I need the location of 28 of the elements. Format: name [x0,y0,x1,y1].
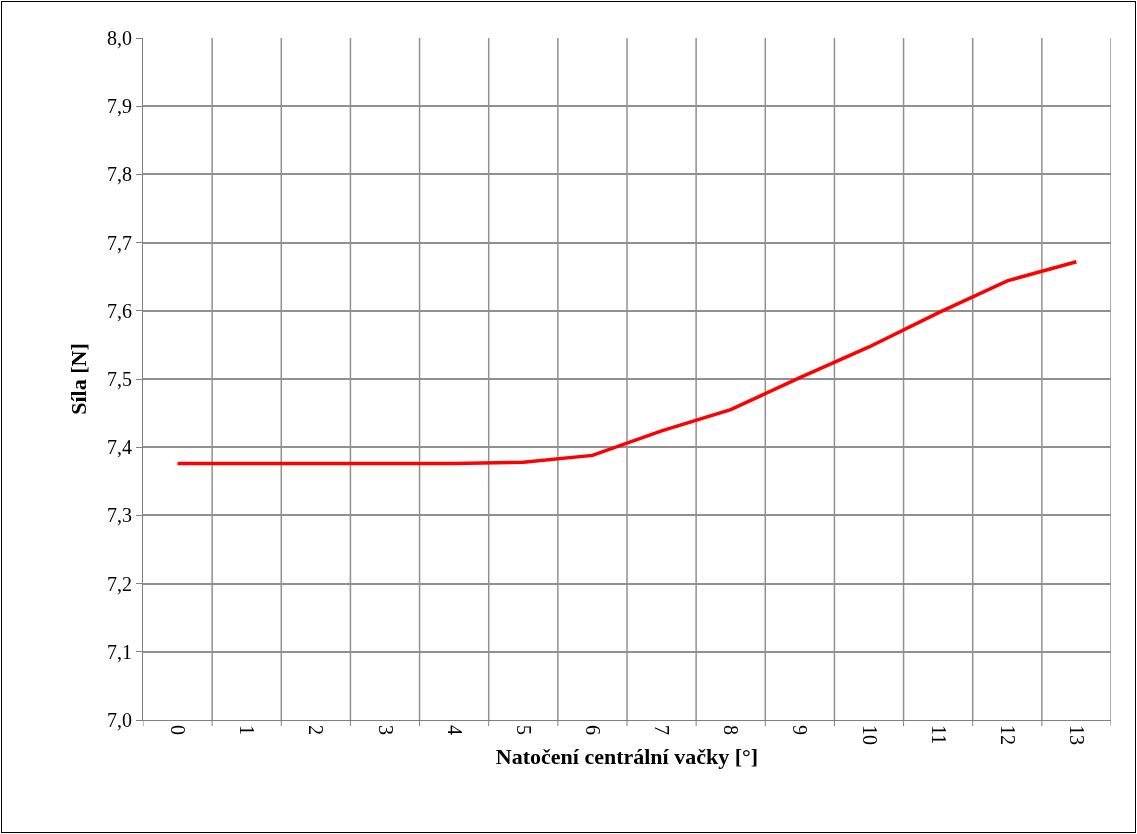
x-tick-label: 2 [305,725,328,735]
y-tick-label: 7,5 [107,368,132,390]
y-tick-label: 7,6 [107,299,132,322]
x-tick-label: 0 [167,725,190,735]
y-tick-label: 7,2 [107,572,132,595]
y-tick-label: 7,0 [107,709,132,731]
x-tick-label: 8 [720,725,743,735]
x-tick-label: 3 [374,725,397,735]
y-tick-label: 7,4 [107,436,132,459]
y-tick-label: 7,1 [107,640,132,663]
x-tick-label: 9 [789,725,812,735]
y-tick-label: 7,9 [107,95,132,118]
y-tick-label: 7,8 [107,163,132,186]
x-tick-label: 12 [996,725,1019,745]
x-tick-label: 7 [651,725,674,735]
x-axis-title: Natočení centrální vačky [°] [495,743,759,769]
y-tick-label: 7,3 [107,504,132,527]
line-series [175,259,1079,466]
y-axis-title: Síla [N] [65,343,91,415]
x-tick-label: 11 [927,725,950,745]
x-tick-label: 4 [443,725,466,735]
x-tick-label: 13 [1065,725,1088,745]
x-tick-label: 5 [512,725,535,735]
x-tick-label: 10 [858,725,881,745]
x-tick-label: 6 [581,725,604,735]
x-tick-label: 1 [236,725,259,735]
y-tick-label: 7,7 [107,231,132,254]
y-tick-label: 8,0 [107,27,132,49]
